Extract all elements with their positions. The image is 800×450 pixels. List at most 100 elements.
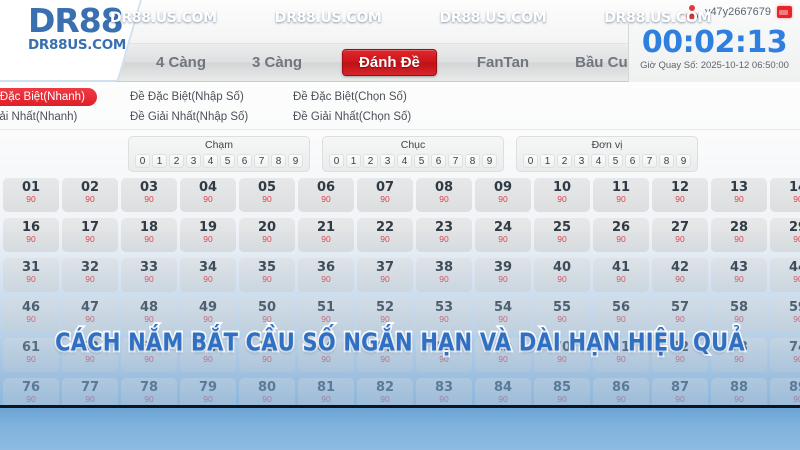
number-cell[interactable]: 17 90 [62, 217, 118, 252]
number-cell[interactable]: 56 90 [593, 297, 649, 332]
number-cell[interactable]: 37 90 [357, 257, 413, 292]
number-cell[interactable]: 07 90 [357, 177, 413, 212]
filter-digit[interactable]: 6 [625, 153, 640, 168]
number-cell[interactable]: 08 90 [416, 177, 472, 212]
number-cell[interactable]: 38 90 [416, 257, 472, 292]
filter-digit[interactable]: 4 [203, 153, 218, 168]
number-cell[interactable]: 48 90 [121, 297, 177, 332]
filter-digit[interactable]: 7 [254, 153, 269, 168]
number-cell[interactable]: 65 90 [239, 337, 295, 372]
filter-digit[interactable]: 1 [152, 153, 167, 168]
filter-digit[interactable]: 8 [659, 153, 674, 168]
filter-digit[interactable]: 5 [220, 153, 235, 168]
filter-digit[interactable]: 1 [346, 153, 361, 168]
number-cell[interactable]: 34 90 [180, 257, 236, 292]
number-cell[interactable]: 52 90 [357, 297, 413, 332]
filter-digit[interactable]: 0 [523, 153, 538, 168]
filter-digit[interactable]: 1 [540, 153, 555, 168]
number-cell[interactable]: 18 90 [121, 217, 177, 252]
brand-logo[interactable]: DR88 DR88US.COM [28, 3, 126, 52]
number-cell[interactable]: 64 90 [180, 337, 236, 372]
number-cell[interactable]: 55 90 [534, 297, 590, 332]
number-cell[interactable]: 23 90 [416, 217, 472, 252]
number-cell[interactable]: 25 90 [534, 217, 590, 252]
number-cell[interactable]: 10 90 [534, 177, 590, 212]
number-cell[interactable]: 19 90 [180, 217, 236, 252]
number-cell[interactable]: 63 90 [121, 337, 177, 372]
filter-digit[interactable]: 6 [237, 153, 252, 168]
tab-fantan[interactable]: FanTan [476, 54, 530, 71]
wallet-icon[interactable] [777, 6, 792, 18]
number-cell[interactable]: 58 90 [711, 297, 767, 332]
tab-bau-cua[interactable]: Bầu Cua [575, 54, 636, 71]
number-cell[interactable]: 32 90 [62, 257, 118, 292]
number-cell[interactable]: 5990 [770, 297, 800, 332]
number-cell[interactable]: 47 90 [62, 297, 118, 332]
number-cell[interactable]: 43 90 [711, 257, 767, 292]
number-cell[interactable]: 73 90 [711, 337, 767, 372]
number-cell[interactable]: 51 90 [298, 297, 354, 332]
filter-digit[interactable]: 9 [482, 153, 497, 168]
number-cell[interactable]: 62 90 [62, 337, 118, 372]
number-cell[interactable]: 06 90 [298, 177, 354, 212]
number-cell[interactable]: 46 90 [3, 297, 59, 332]
number-cell[interactable]: 31 90 [3, 257, 59, 292]
number-cell[interactable]: 20 90 [239, 217, 295, 252]
number-cell[interactable]: 12 90 [652, 177, 708, 212]
number-cell[interactable]: 71 90 [593, 337, 649, 372]
number-cell[interactable]: 40 90 [534, 257, 590, 292]
number-cell[interactable]: 11 90 [593, 177, 649, 212]
filter-digit[interactable]: 0 [329, 153, 344, 168]
number-cell[interactable]: 27 90 [652, 217, 708, 252]
filter-digit[interactable]: 2 [169, 153, 184, 168]
filter-digit[interactable]: 3 [380, 153, 395, 168]
number-cell[interactable]: 28 90 [711, 217, 767, 252]
subnav-de-dac-biet-nhap-so[interactable]: Đề Đặc Biệt(Nhập Số) [130, 91, 244, 103]
number-cell[interactable]: 49 90 [180, 297, 236, 332]
subnav-de-giai-nhat-chon-so[interactable]: Đề Giải Nhất(Chọn Số) [293, 111, 412, 123]
filter-digit[interactable]: 5 [608, 153, 623, 168]
number-cell[interactable]: 24 90 [475, 217, 531, 252]
tab-danh-de[interactable]: Đánh Đề [342, 49, 437, 76]
number-cell[interactable]: 09 90 [475, 177, 531, 212]
number-cell[interactable]: 66 90 [298, 337, 354, 372]
number-cell[interactable]: 4490 [770, 257, 800, 292]
filter-digit[interactable]: 8 [465, 153, 480, 168]
number-cell[interactable]: 72 90 [652, 337, 708, 372]
number-cell[interactable]: 61 90 [3, 337, 59, 372]
number-cell[interactable]: 69 90 [475, 337, 531, 372]
number-cell[interactable]: 68 90 [416, 337, 472, 372]
number-cell[interactable]: 7490 [770, 337, 800, 372]
subnav-de-dac-biet-chon-so[interactable]: Đề Đặc Biệt(Chọn Số) [293, 91, 407, 103]
filter-digit[interactable]: 6 [431, 153, 446, 168]
filter-digit[interactable]: 9 [288, 153, 303, 168]
filter-digit[interactable]: 0 [135, 153, 150, 168]
number-cell[interactable]: 22 90 [357, 217, 413, 252]
filter-digit[interactable]: 4 [591, 153, 606, 168]
number-cell[interactable]: 36 90 [298, 257, 354, 292]
number-cell[interactable]: 42 90 [652, 257, 708, 292]
number-cell[interactable]: 33 90 [121, 257, 177, 292]
number-cell[interactable]: 21 90 [298, 217, 354, 252]
number-cell[interactable]: 53 90 [416, 297, 472, 332]
filter-digit[interactable]: 9 [676, 153, 691, 168]
number-cell[interactable]: 39 90 [475, 257, 531, 292]
number-cell[interactable]: 35 90 [239, 257, 295, 292]
number-cell[interactable]: 2990 [770, 217, 800, 252]
number-cell[interactable]: 54 90 [475, 297, 531, 332]
number-cell[interactable]: 13 90 [711, 177, 767, 212]
account-username[interactable]: y47y2667679 [704, 6, 771, 18]
filter-digit[interactable]: 8 [271, 153, 286, 168]
number-cell[interactable]: 70 90 [534, 337, 590, 372]
subnav-de-giai-nhat-nhanh[interactable]: Đề Giải Nhất(Nhanh) [0, 111, 78, 123]
filter-digit[interactable]: 7 [642, 153, 657, 168]
tab-3-cang[interactable]: 3 Càng [252, 54, 303, 71]
subnav-de-dac-biet-nhanh[interactable]: Đề Đặc Biệt(Nhanh) [0, 88, 97, 106]
number-cell[interactable]: 26 90 [593, 217, 649, 252]
filter-digit[interactable]: 3 [574, 153, 589, 168]
filter-digit[interactable]: 3 [186, 153, 201, 168]
